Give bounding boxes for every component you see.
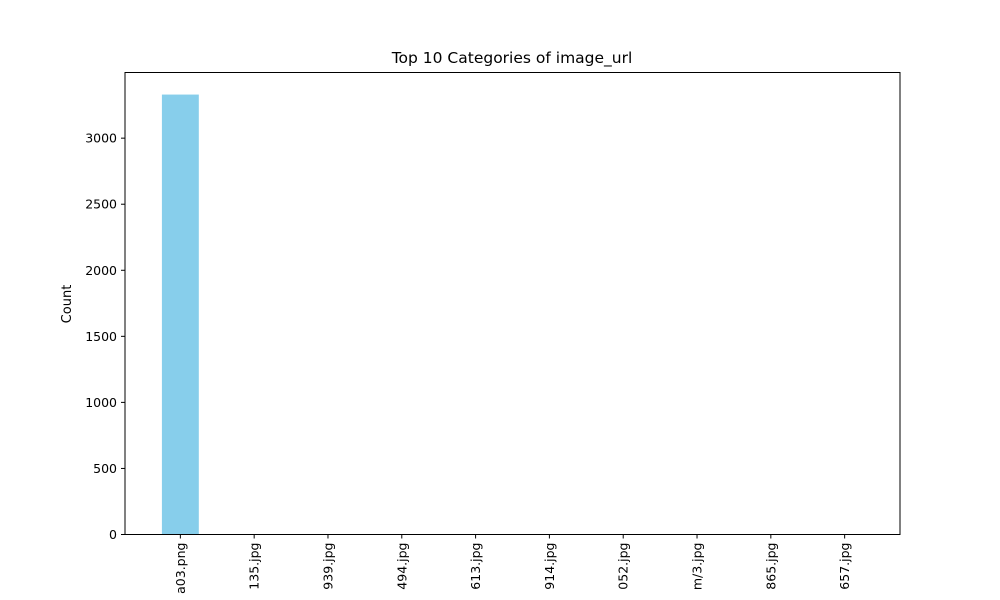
- x-tick-label: 613.jpg: [468, 543, 483, 590]
- y-tick-label: 500: [93, 461, 117, 476]
- y-tick-label: 3000: [85, 131, 117, 146]
- chart-title: Top 10 Categories of image_url: [391, 49, 633, 68]
- x-tick-label: 494.jpg: [394, 543, 409, 590]
- y-tick-label: 1000: [85, 395, 117, 410]
- x-tick-label: m/3.jpg: [690, 543, 705, 591]
- bars-group: [161, 94, 864, 535]
- x-axis-ticks: a03.png 135.jpg 939.jpg 494.jpg 613.jpg 914.j…: [173, 534, 852, 594]
- x-tick-label: 052.jpg: [616, 543, 631, 590]
- y-tick-label: 0: [109, 527, 117, 542]
- x-tick-label: 657.jpg: [837, 543, 852, 590]
- x-tick-label: 914.jpg: [542, 543, 557, 590]
- x-tick-label: 135.jpg: [247, 543, 262, 590]
- y-axis-ticks: 0 500 1000 1500 2000 2500 3000: [85, 131, 125, 542]
- y-tick-label: 1500: [85, 329, 117, 344]
- y-tick-label: 2000: [85, 263, 117, 278]
- plot-frame: [124, 72, 901, 535]
- x-tick-label: 865.jpg: [763, 543, 778, 590]
- x-tick-label: a03.png: [173, 543, 188, 594]
- y-tick-label: 2500: [85, 197, 117, 212]
- bar-1: [161, 94, 199, 535]
- y-axis-label: Count: [60, 285, 75, 324]
- x-tick-label: 939.jpg: [320, 543, 335, 590]
